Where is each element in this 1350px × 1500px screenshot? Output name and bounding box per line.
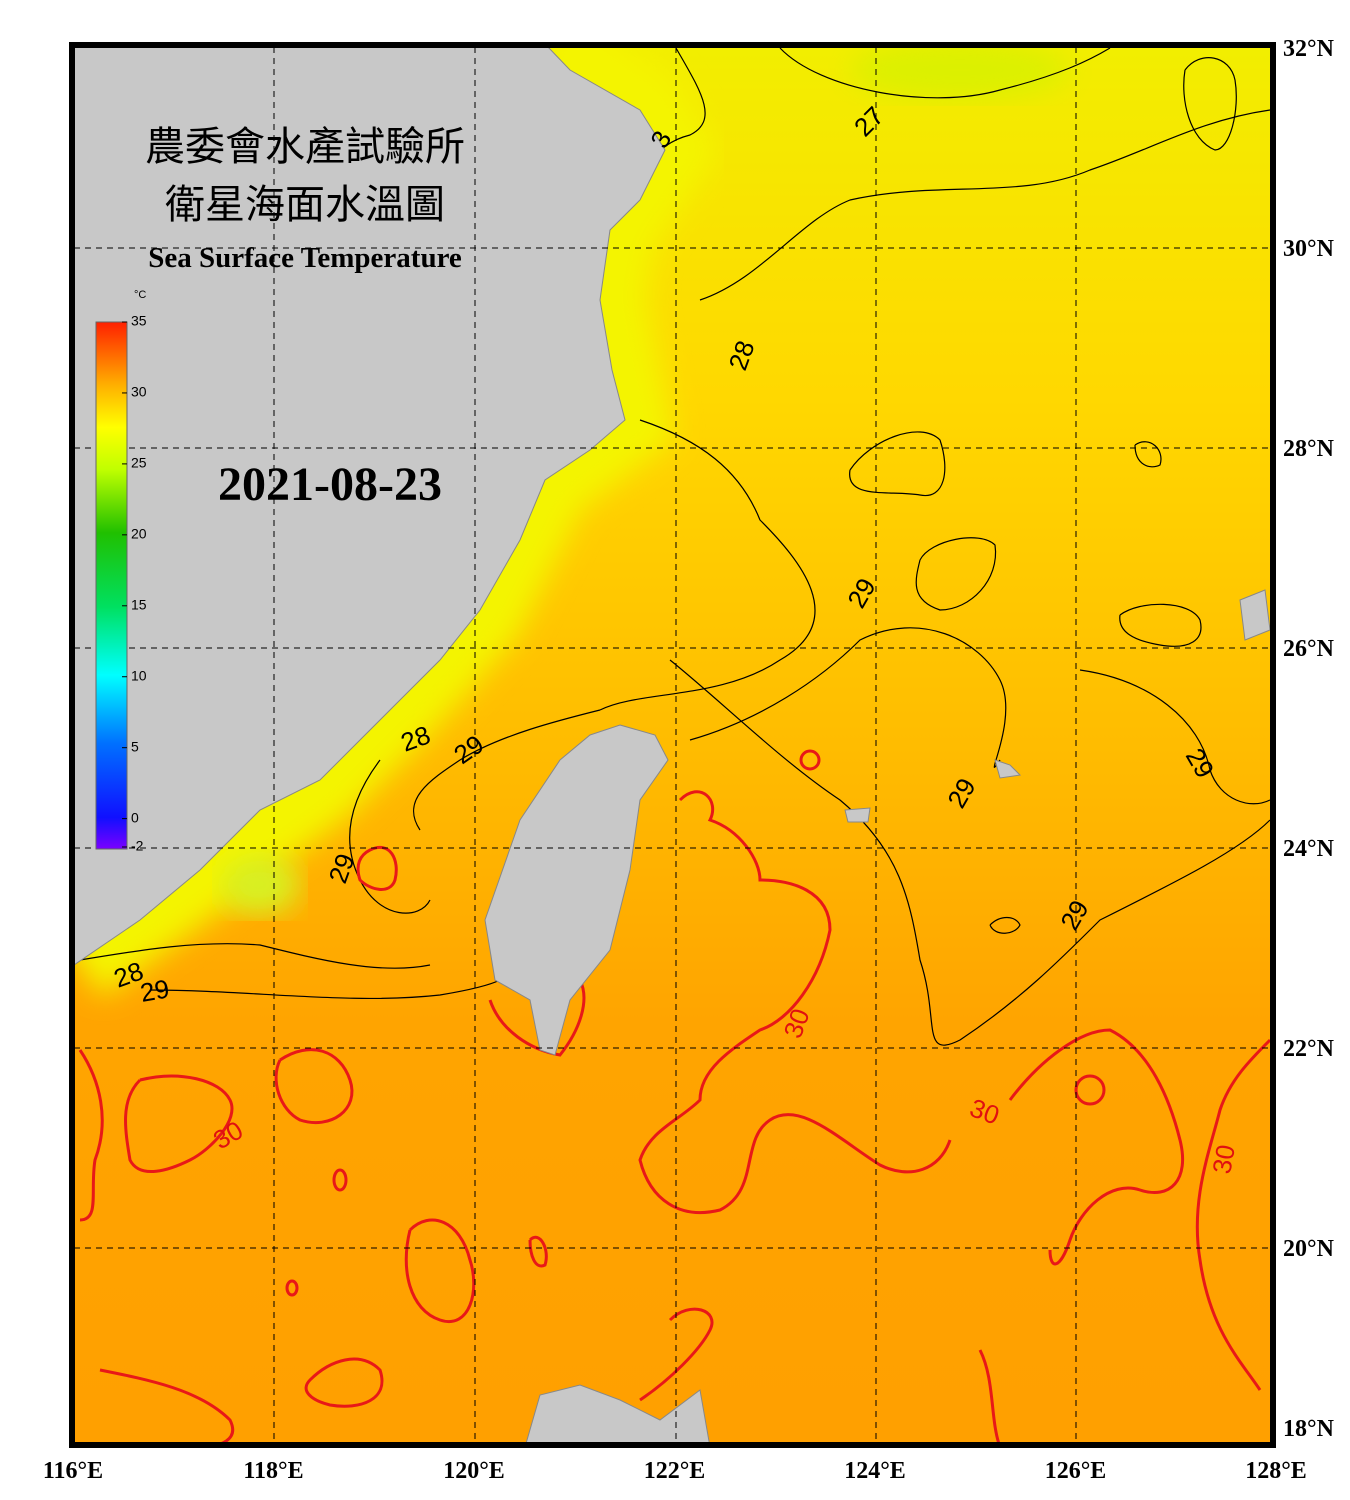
colorbar-tick-label: 20 <box>131 526 147 542</box>
lat-label: 24°N <box>1283 836 1335 862</box>
map-frame <box>69 42 1276 1448</box>
lon-label: 116°E <box>43 1458 103 1484</box>
lat-label: 22°N <box>1283 1036 1335 1062</box>
lat-label: 30°N <box>1283 236 1335 262</box>
lon-label: 118°E <box>243 1458 303 1484</box>
lat-label: 18°N <box>1283 1416 1335 1442</box>
colorbar-ramp <box>95 321 128 850</box>
date: 2021-08-23 <box>218 458 442 511</box>
lat-labels: 32°N 30°N 28°N 26°N 24°N 22°N 20°N 18°N <box>1283 36 1335 1442</box>
lon-label: 120°E <box>443 1458 505 1484</box>
land <box>74 47 1271 1443</box>
luzon <box>525 1384 710 1443</box>
china-mainland <box>74 47 666 966</box>
colorbar-tick-label: 10 <box>131 667 147 683</box>
colorbar: °C 35 30 25 20 15 10 5 0 -2 <box>95 289 147 854</box>
lon-label: 128°E <box>1245 1458 1307 1484</box>
graticule <box>74 47 1271 1443</box>
title-zh-1: 農委會水產試驗所 <box>145 124 465 169</box>
lat-label: 26°N <box>1283 636 1335 662</box>
lat-label: 20°N <box>1283 1236 1335 1262</box>
colorbar-tick-label: 35 <box>131 313 147 329</box>
lon-label: 122°E <box>644 1458 706 1484</box>
lat-label: 28°N <box>1283 436 1335 462</box>
colorbar-tick-label: 15 <box>131 596 147 612</box>
contours <box>78 47 1271 1443</box>
colorbar-unit: °C <box>134 289 146 301</box>
title-en: Sea Surface Temperature <box>148 242 462 274</box>
title-zh-2: 衛星海面水溫圖 <box>165 182 445 227</box>
map-area: 3 27 28 29 28 29 29 28 29 29 29 29 30 30… <box>74 47 1271 1443</box>
lon-label: 124°E <box>844 1458 906 1484</box>
island <box>994 759 1022 779</box>
cool-patch <box>850 47 1070 100</box>
cool-patch <box>220 855 300 915</box>
colorbar-tick-label: 5 <box>131 738 139 754</box>
colorbar-tick-label: 0 <box>131 809 139 825</box>
lon-labels: 116°E 118°E 120°E 122°E 124°E 126°E 128°E <box>43 1458 1307 1484</box>
colorbar-tick-label: -2 <box>131 838 144 854</box>
contour-label: 29 <box>138 973 172 1008</box>
colorbar-tick-label: 25 <box>131 455 147 471</box>
lat-label: 32°N <box>1283 36 1335 62</box>
island <box>844 807 871 823</box>
contour-label: 30 <box>1206 1142 1241 1176</box>
lon-label: 126°E <box>1045 1458 1107 1484</box>
taiwan <box>484 724 669 1056</box>
colorbar-tick-label: 30 <box>131 384 147 400</box>
